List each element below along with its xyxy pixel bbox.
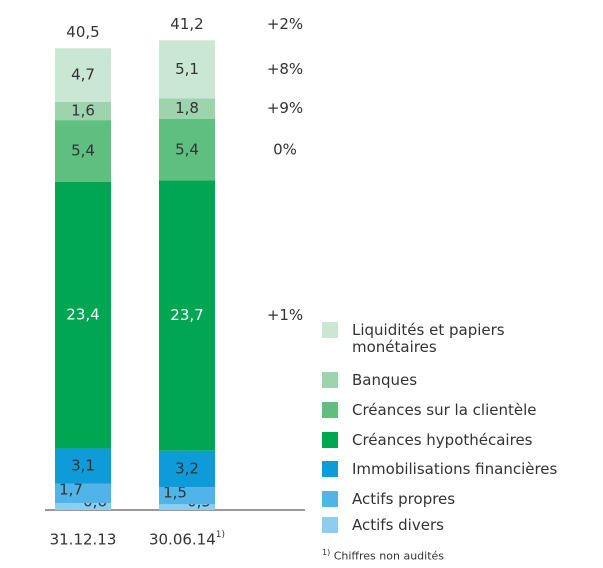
legend-label: Actifs divers xyxy=(352,516,444,534)
value-label: 4,7 xyxy=(71,66,95,84)
value-label: 3,1 xyxy=(71,457,95,475)
value-label: 1,8 xyxy=(175,99,199,117)
legend-item: Actifs propres xyxy=(322,491,602,508)
legend-swatch xyxy=(322,432,338,448)
legend-swatch xyxy=(322,322,338,338)
legend-swatch xyxy=(322,402,338,418)
bar-segment xyxy=(159,487,215,505)
change-label: +8% xyxy=(267,60,303,78)
value-label: 23,7 xyxy=(170,306,203,324)
value-label: 5,4 xyxy=(71,141,95,159)
value-label: 23,4 xyxy=(66,306,99,324)
change-label: +2% xyxy=(267,15,303,33)
footnote-text: Chiffres non audités xyxy=(333,549,445,563)
total-label: 41,2 xyxy=(170,15,203,33)
legend-item: Créances sur la clientèle xyxy=(322,402,602,419)
change-label: +9% xyxy=(267,99,303,117)
bar-segment xyxy=(159,40,215,99)
change-label: +1% xyxy=(267,306,303,324)
legend-label: Liquidités et papiers monétaires xyxy=(352,321,505,356)
legend-item: Liquidités et papiers monétaires xyxy=(322,322,552,356)
legend-swatch xyxy=(322,517,338,533)
value-label: 5,1 xyxy=(175,60,199,78)
bar-segment xyxy=(55,181,111,449)
bar-segment xyxy=(55,120,111,182)
total-label: 40,5 xyxy=(66,23,99,41)
legend-item: Banques xyxy=(322,372,602,389)
value-label: 1,7 xyxy=(59,480,83,498)
bar-segment xyxy=(55,48,111,102)
x-tick-label: 31.12.13 xyxy=(50,531,117,549)
bar-segment xyxy=(159,504,215,510)
bar-segment xyxy=(159,450,215,488)
legend-label: Créances hypothécaires xyxy=(352,431,533,449)
value-label: 3,2 xyxy=(175,459,199,477)
bar-segment xyxy=(55,503,111,510)
legend-item: Créances hypothécaires xyxy=(322,432,602,449)
legend-label: Actifs propres xyxy=(352,490,456,508)
legend-swatch xyxy=(322,491,338,507)
change-label: 0% xyxy=(273,140,297,158)
category-note: 1) xyxy=(216,530,225,540)
bar-segment xyxy=(55,101,111,121)
bar-segment xyxy=(159,180,215,451)
bar-segment xyxy=(55,483,111,504)
value-label: 1,5 xyxy=(163,484,187,502)
footnote: 1) Chiffres non audités xyxy=(322,548,444,563)
bar-segment xyxy=(55,448,111,484)
legend-swatch xyxy=(322,372,338,388)
footnote-marker: 1) xyxy=(322,548,331,557)
legend-label: Immobilisations financières xyxy=(352,460,558,478)
value-label: 5,4 xyxy=(175,140,199,158)
legend-label: Créances sur la clientèle xyxy=(352,401,537,419)
x-tick-label: 30.06.141) xyxy=(149,530,225,549)
bar-segment xyxy=(159,118,215,181)
legend-item: Immobilisations financières xyxy=(322,461,602,478)
value-label: 1,6 xyxy=(71,102,95,120)
legend-swatch xyxy=(322,461,338,477)
legend-label: Banques xyxy=(352,371,418,389)
bar-segment xyxy=(159,98,215,119)
legend-item: Actifs divers xyxy=(322,517,602,534)
